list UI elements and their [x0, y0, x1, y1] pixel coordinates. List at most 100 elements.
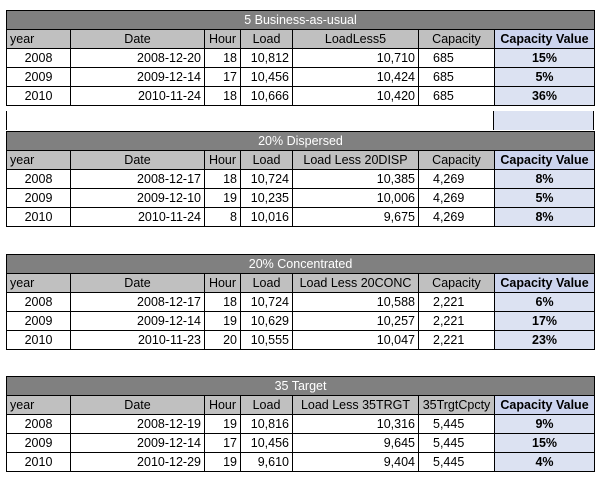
- cell-load-less: 10,420: [292, 86, 419, 106]
- cell-load: 10,456: [240, 433, 293, 453]
- cell-capacity-value: 6%: [493, 292, 596, 312]
- cell-load-less: 10,047: [292, 330, 419, 350]
- header-year: year: [6, 29, 71, 49]
- table-spacer: [6, 111, 494, 130]
- cell-year: 2010: [6, 207, 71, 227]
- table-row: 2009 2009-12-14 19 10,629 10,257 2,221 1…: [6, 311, 596, 331]
- header-row: year Date Hour Load Load Less 20CONC Cap…: [6, 273, 596, 293]
- header-hour: Hour: [204, 29, 241, 49]
- cell-load: 10,816: [240, 414, 293, 434]
- table-row: 2010 2010-11-23 20 10,555 10,047 2,221 2…: [6, 330, 596, 350]
- header-date: Date: [70, 395, 205, 415]
- capacity-value-spacer: [494, 111, 594, 130]
- cell-date: 2009-12-14: [70, 67, 205, 87]
- cell-load-less: 9,645: [292, 433, 419, 453]
- header-date: Date: [70, 150, 205, 170]
- cell-date: 2008-12-20: [70, 48, 205, 68]
- table-row: 2008 2008-12-20 18 10,812 10,710 685 15%: [6, 48, 596, 68]
- cell-year: 2008: [6, 292, 71, 312]
- cell-capacity-value: 4%: [493, 452, 596, 472]
- table-row: 2009 2009-12-10 19 10,235 10,006 4,269 5…: [6, 188, 595, 208]
- cell-capacity: 4,269: [418, 188, 495, 208]
- cell-capacity: 5,445: [418, 433, 495, 453]
- cell-load: 10,666: [240, 86, 293, 106]
- cell-year: 2010: [6, 452, 71, 472]
- cell-date: 2009-12-14: [70, 311, 205, 331]
- cell-hour: 19: [204, 414, 241, 434]
- header-row: year Date Hour Load LoadLess5 Capacity C…: [6, 29, 596, 49]
- cell-hour: 19: [204, 311, 241, 331]
- cell-capacity: 4,269: [418, 207, 495, 227]
- cell-capacity: 2,221: [418, 292, 495, 312]
- table-title: 5 Business-as-usual: [5, 10, 596, 30]
- cell-capacity: 2,221: [418, 330, 495, 350]
- cell-capacity-value: 9%: [493, 414, 596, 434]
- cell-hour: 19: [204, 188, 241, 208]
- cell-capacity-value: 8%: [494, 169, 595, 189]
- cell-year: 2010: [6, 86, 71, 106]
- cell-date: 2010-11-23: [70, 330, 205, 350]
- table-row: 2010 2010-11-24 18 10,666 10,420 685 36%: [6, 86, 596, 106]
- cell-load-less: 9,404: [292, 452, 419, 472]
- cell-hour: 19: [204, 452, 241, 472]
- table-title: 20% Dispersed: [6, 131, 595, 151]
- cell-load-less: 9,675: [292, 207, 419, 227]
- cell-load: 10,629: [240, 311, 293, 331]
- cell-year: 2009: [6, 311, 71, 331]
- header-capacity: 35TrgtCpcty: [418, 395, 495, 415]
- header-capacity-value: Capacity Value: [493, 395, 596, 415]
- table-title: 20% Concentrated: [5, 254, 596, 274]
- table-dispersed: 20% Dispersed year Date Hour Load Load L…: [6, 131, 595, 227]
- header-row: year Date Hour Load Load Less 20DISP Cap…: [6, 150, 595, 170]
- cell-hour: 18: [204, 292, 241, 312]
- table-row: 2008 2008-12-17 18 10,724 10,588 2,221 6…: [6, 292, 596, 312]
- cell-year: 2008: [6, 414, 71, 434]
- header-load: Load: [240, 395, 293, 415]
- table-row: 2010 2010-11-24 8 10,016 9,675 4,269 8%: [6, 207, 595, 227]
- header-year: year: [6, 395, 71, 415]
- cell-capacity: 5,445: [418, 452, 495, 472]
- cell-load: 10,724: [240, 169, 293, 189]
- header-date: Date: [70, 29, 205, 49]
- header-load: Load: [240, 273, 293, 293]
- cell-load-less: 10,424: [292, 67, 419, 87]
- cell-date: 2008-12-17: [70, 292, 205, 312]
- header-capacity-value: Capacity Value: [494, 150, 595, 170]
- table-title: 35 Target: [5, 376, 596, 396]
- header-year: year: [6, 273, 71, 293]
- cell-date: 2008-12-17: [70, 169, 205, 189]
- cell-capacity-value: 15%: [493, 48, 596, 68]
- table-35-target: 35 Target year Date Hour Load Load Less …: [5, 376, 596, 472]
- cell-load-less: 10,257: [292, 311, 419, 331]
- cell-load-less: 10,588: [292, 292, 419, 312]
- header-load-less: Load Less 35TRGT: [292, 395, 419, 415]
- cell-hour: 18: [204, 48, 241, 68]
- cell-load-less: 10,316: [292, 414, 419, 434]
- cell-date: 2010-11-24: [70, 207, 205, 227]
- cell-capacity: 685: [418, 67, 495, 87]
- cell-capacity-value: 8%: [494, 207, 595, 227]
- cell-capacity: 2,221: [418, 311, 495, 331]
- cell-load: 10,555: [240, 330, 293, 350]
- cell-load: 9,610: [240, 452, 293, 472]
- cell-load: 10,456: [240, 67, 293, 87]
- cell-hour: 18: [204, 86, 241, 106]
- cell-capacity-value: 5%: [494, 188, 595, 208]
- header-hour: Hour: [204, 395, 241, 415]
- cell-load: 10,812: [240, 48, 293, 68]
- cell-capacity: 685: [418, 86, 495, 106]
- header-date: Date: [70, 273, 205, 293]
- cell-date: 2008-12-19: [70, 414, 205, 434]
- cell-year: 2009: [6, 188, 71, 208]
- header-load-less: Load Less 20DISP: [292, 150, 419, 170]
- header-year: year: [6, 150, 71, 170]
- cell-load: 10,016: [240, 207, 293, 227]
- cell-load: 10,724: [240, 292, 293, 312]
- cell-load-less: 10,385: [292, 169, 419, 189]
- cell-date: 2009-12-10: [70, 188, 205, 208]
- cell-capacity-value: 15%: [493, 433, 596, 453]
- cell-hour: 20: [204, 330, 241, 350]
- cell-hour: 17: [204, 433, 241, 453]
- table-row: 2008 2008-12-17 18 10,724 10,385 4,269 8…: [6, 169, 595, 189]
- table-concentrated: 20% Concentrated year Date Hour Load Loa…: [5, 254, 596, 350]
